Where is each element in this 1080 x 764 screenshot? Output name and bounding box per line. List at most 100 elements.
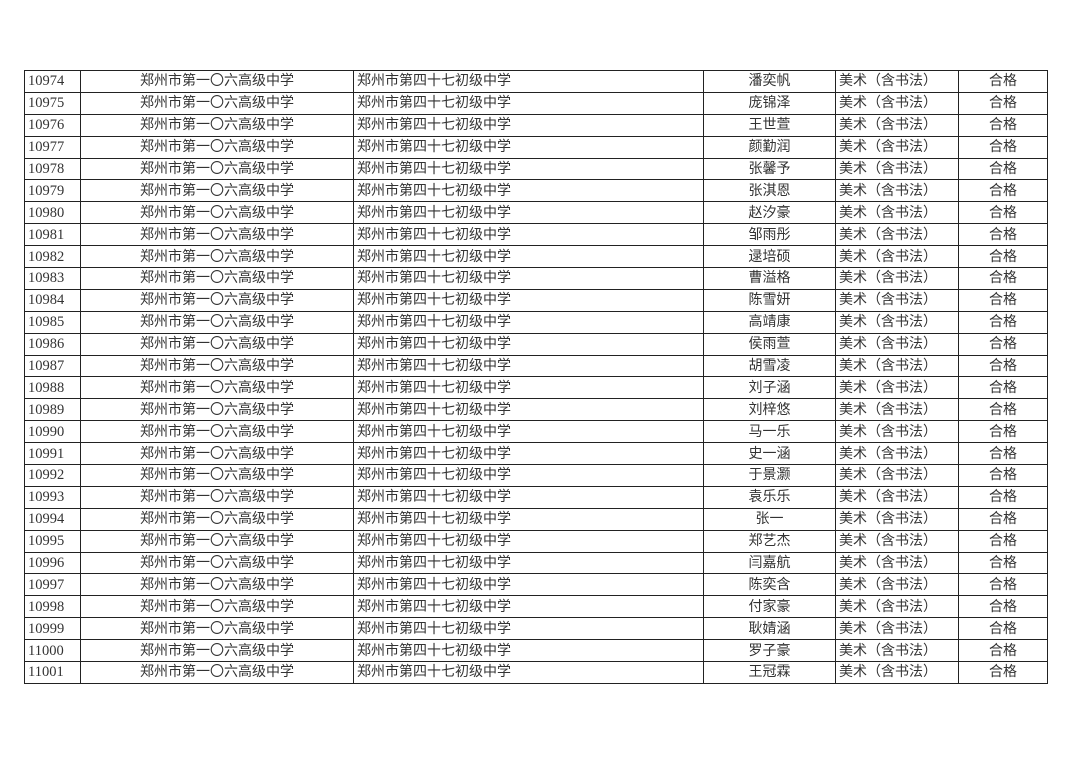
subject-cell: 美术（含书法） — [835, 70, 959, 93]
result-cell: 合格 — [958, 135, 1048, 159]
school-cell: 郑州市第一〇六高级中学 — [80, 332, 354, 356]
name-cell: 张淇恩 — [703, 179, 836, 203]
result-cell: 合格 — [958, 179, 1048, 203]
table-row: 10978 郑州市第一〇六高级中学 郑州市第四十七初级中学 张馨予 美术（含书法） 合格 — [24, 157, 1048, 181]
name-cell: 马一乐 — [703, 420, 836, 444]
school-cell: 郑州市第一〇六高级中学 — [80, 267, 354, 290]
id-cell: 10989 — [24, 398, 81, 422]
origin-school-cell: 郑州市第四十七初级中学 — [353, 113, 704, 137]
school-cell: 郑州市第一〇六高级中学 — [80, 376, 354, 400]
subject-cell: 美术（含书法） — [835, 267, 959, 290]
school-cell: 郑州市第一〇六高级中学 — [80, 398, 354, 422]
name-cell: 王冠霖 — [703, 661, 836, 684]
school-cell: 郑州市第一〇六高级中学 — [80, 507, 354, 531]
name-cell: 高靖康 — [703, 310, 836, 334]
id-cell: 10982 — [24, 245, 81, 269]
school-cell: 郑州市第一〇六高级中学 — [80, 91, 354, 115]
origin-school-cell: 郑州市第四十七初级中学 — [353, 91, 704, 115]
result-cell: 合格 — [958, 354, 1048, 378]
subject-cell: 美术（含书法） — [835, 485, 959, 509]
name-cell: 逯培硕 — [703, 245, 836, 269]
subject-cell: 美术（含书法） — [835, 288, 959, 312]
result-cell: 合格 — [958, 595, 1048, 619]
table-row: 10977 郑州市第一〇六高级中学 郑州市第四十七初级中学 颜勤润 美术（含书法） 合格 — [24, 135, 1048, 159]
name-cell: 侯雨萱 — [703, 332, 836, 356]
table-row: 10986 郑州市第一〇六高级中学 郑州市第四十七初级中学 侯雨萱 美术（含书法） 合格 — [24, 332, 1048, 356]
table-row: 10996 郑州市第一〇六高级中学 郑州市第四十七初级中学 闫嘉航 美术（含书法） 合格 — [24, 551, 1048, 575]
id-cell: 10980 — [24, 201, 81, 225]
origin-school-cell: 郑州市第四十七初级中学 — [353, 157, 704, 181]
origin-school-cell: 郑州市第四十七初级中学 — [353, 310, 704, 334]
name-cell: 陈奕含 — [703, 573, 836, 597]
id-cell: 10994 — [24, 507, 81, 531]
subject-cell: 美术（含书法） — [835, 464, 959, 487]
origin-school-cell: 郑州市第四十七初级中学 — [353, 70, 704, 93]
subject-cell: 美术（含书法） — [835, 310, 959, 334]
school-cell: 郑州市第一〇六高级中学 — [80, 135, 354, 159]
school-cell: 郑州市第一〇六高级中学 — [80, 157, 354, 181]
origin-school-cell: 郑州市第四十七初级中学 — [353, 398, 704, 422]
result-cell: 合格 — [958, 442, 1048, 466]
id-cell: 10991 — [24, 442, 81, 466]
school-cell: 郑州市第一〇六高级中学 — [80, 288, 354, 312]
table-row: 10997 郑州市第一〇六高级中学 郑州市第四十七初级中学 陈奕含 美术（含书法） 合格 — [24, 573, 1048, 597]
origin-school-cell: 郑州市第四十七初级中学 — [353, 135, 704, 159]
table-row: 10975 郑州市第一〇六高级中学 郑州市第四十七初级中学 庞锦泽 美术（含书法） 合格 — [24, 91, 1048, 115]
subject-cell: 美术（含书法） — [835, 573, 959, 597]
subject-cell: 美术（含书法） — [835, 551, 959, 575]
name-cell: 罗子豪 — [703, 639, 836, 663]
origin-school-cell: 郑州市第四十七初级中学 — [353, 245, 704, 269]
table-row: 10994 郑州市第一〇六高级中学 郑州市第四十七初级中学 张一 美术（含书法） 合格 — [24, 507, 1048, 531]
id-cell: 10974 — [24, 70, 81, 93]
origin-school-cell: 郑州市第四十七初级中学 — [353, 639, 704, 663]
results-table: 10974 郑州市第一〇六高级中学 郑州市第四十七初级中学 潘奕帆 美术（含书法） 合格 1… — [24, 70, 1048, 684]
table-row: 10974 郑州市第一〇六高级中学 郑州市第四十七初级中学 潘奕帆 美术（含书法） 合格 — [24, 70, 1048, 93]
subject-cell: 美术（含书法） — [835, 661, 959, 684]
school-cell: 郑州市第一〇六高级中学 — [80, 617, 354, 641]
origin-school-cell: 郑州市第四十七初级中学 — [353, 507, 704, 531]
result-cell: 合格 — [958, 420, 1048, 444]
origin-school-cell: 郑州市第四十七初级中学 — [353, 551, 704, 575]
subject-cell: 美术（含书法） — [835, 617, 959, 641]
result-cell: 合格 — [958, 113, 1048, 137]
name-cell: 邹雨彤 — [703, 223, 836, 247]
id-cell: 10977 — [24, 135, 81, 159]
table-row: 10979 郑州市第一〇六高级中学 郑州市第四十七初级中学 张淇恩 美术（含书法） 合格 — [24, 179, 1048, 203]
name-cell: 刘子涵 — [703, 376, 836, 400]
table-row: 10991 郑州市第一〇六高级中学 郑州市第四十七初级中学 史一涵 美术（含书法） 合格 — [24, 442, 1048, 466]
name-cell: 于景灏 — [703, 464, 836, 487]
result-cell: 合格 — [958, 529, 1048, 553]
origin-school-cell: 郑州市第四十七初级中学 — [353, 354, 704, 378]
result-cell: 合格 — [958, 245, 1048, 269]
result-cell: 合格 — [958, 332, 1048, 356]
subject-cell: 美术（含书法） — [835, 507, 959, 531]
origin-school-cell: 郑州市第四十七初级中学 — [353, 595, 704, 619]
origin-school-cell: 郑州市第四十七初级中学 — [353, 464, 704, 487]
result-cell: 合格 — [958, 157, 1048, 181]
name-cell: 张一 — [703, 507, 836, 531]
origin-school-cell: 郑州市第四十七初级中学 — [353, 223, 704, 247]
table-row: 10976 郑州市第一〇六高级中学 郑州市第四十七初级中学 王世萱 美术（含书法） 合格 — [24, 113, 1048, 137]
result-cell: 合格 — [958, 573, 1048, 597]
id-cell: 10986 — [24, 332, 81, 356]
table-row: 10980 郑州市第一〇六高级中学 郑州市第四十七初级中学 赵汐豪 美术（含书法） 合格 — [24, 201, 1048, 225]
subject-cell: 美术（含书法） — [835, 354, 959, 378]
id-cell: 10979 — [24, 179, 81, 203]
subject-cell: 美术（含书法） — [835, 332, 959, 356]
table-row: 10981 郑州市第一〇六高级中学 郑州市第四十七初级中学 邹雨彤 美术（含书法） 合格 — [24, 223, 1048, 247]
origin-school-cell: 郑州市第四十七初级中学 — [353, 376, 704, 400]
result-cell: 合格 — [958, 661, 1048, 684]
id-cell: 11000 — [24, 639, 81, 663]
school-cell: 郑州市第一〇六高级中学 — [80, 442, 354, 466]
id-cell: 10999 — [24, 617, 81, 641]
school-cell: 郑州市第一〇六高级中学 — [80, 179, 354, 203]
id-cell: 10978 — [24, 157, 81, 181]
id-cell: 10995 — [24, 529, 81, 553]
result-cell: 合格 — [958, 267, 1048, 290]
name-cell: 庞锦泽 — [703, 91, 836, 115]
school-cell: 郑州市第一〇六高级中学 — [80, 464, 354, 487]
subject-cell: 美术（含书法） — [835, 245, 959, 269]
result-cell: 合格 — [958, 310, 1048, 334]
table-row: 10983 郑州市第一〇六高级中学 郑州市第四十七初级中学 曹溢格 美术（含书法） 合格 — [24, 267, 1048, 290]
name-cell: 袁乐乐 — [703, 485, 836, 509]
